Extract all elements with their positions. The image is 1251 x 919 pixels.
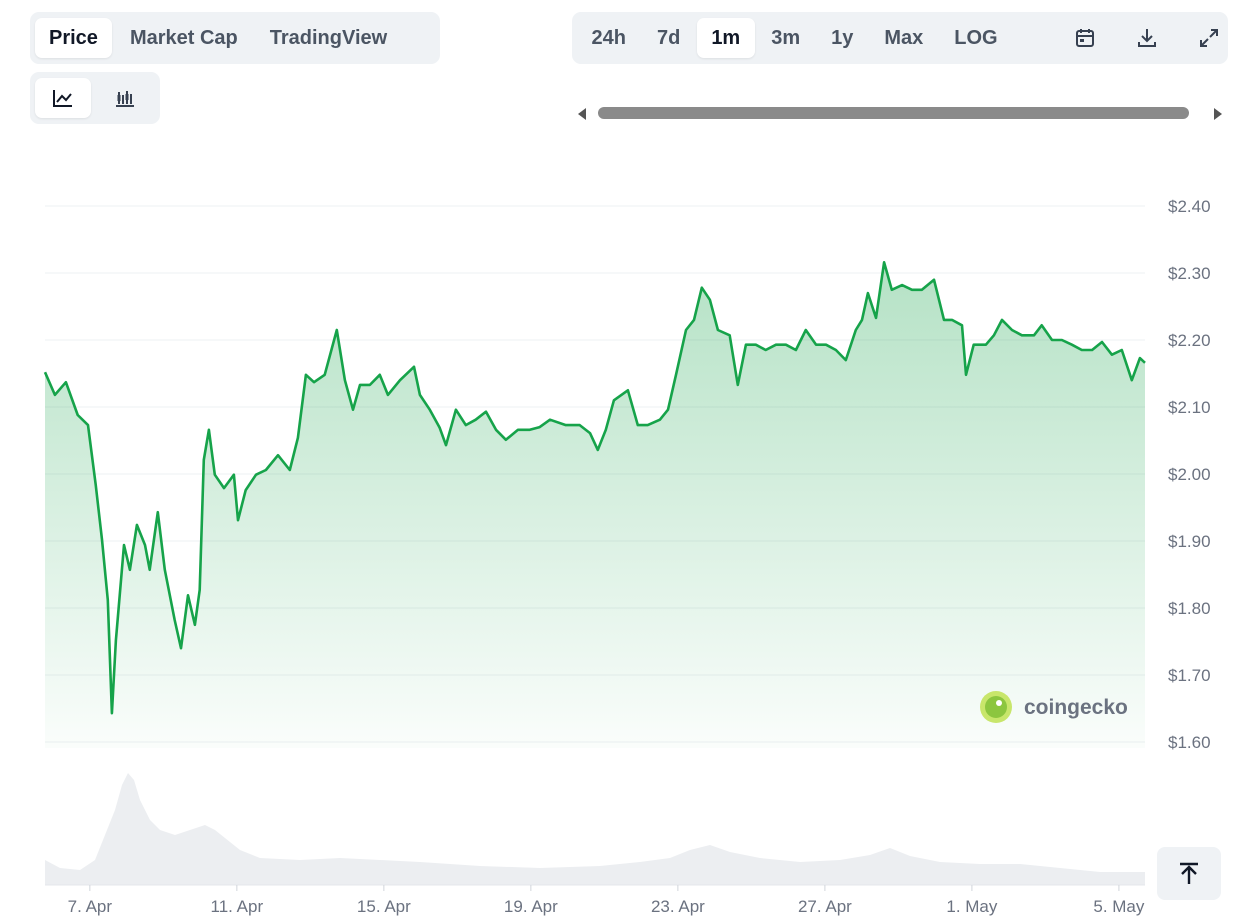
scrollbar[interactable] (578, 107, 1222, 120)
x-tick-label: 23. Apr (651, 897, 705, 916)
line-icon (53, 90, 72, 107)
y-tick-label: $2.30 (1168, 264, 1211, 283)
candle-chart-button[interactable] (97, 78, 153, 118)
toolbar-button[interactable]: Price (35, 18, 112, 58)
download-icon[interactable] (1135, 26, 1159, 50)
expand-icon[interactable] (1197, 26, 1221, 50)
toolbar-button[interactable]: LOG (954, 26, 998, 49)
y-tick-label: $2.40 (1168, 197, 1211, 216)
toolbar-button[interactable]: Max (884, 26, 924, 49)
x-tick-label: 15. Apr (357, 897, 411, 916)
toolbar-button[interactable]: Market Cap (129, 26, 238, 49)
scroll-top-button[interactable] (1157, 847, 1221, 900)
calendar-icon[interactable] (1073, 26, 1097, 50)
x-tick-label: 11. Apr (211, 897, 264, 916)
y-tick-label: $1.70 (1168, 666, 1211, 685)
y-tick-label: $1.90 (1168, 532, 1211, 551)
y-tick-label: $1.60 (1168, 733, 1211, 752)
y-tick-label: $2.10 (1168, 398, 1211, 417)
toolbar-button[interactable]: 1y (831, 26, 854, 49)
x-tick-label: 5. May (1093, 897, 1145, 916)
x-tick-label: 27. Apr (798, 897, 852, 916)
toolbar-button[interactable]: 3m (771, 26, 801, 49)
candle-icon (116, 91, 134, 107)
x-tick-label: 19. Apr (504, 897, 558, 916)
watermark-text: coingecko (1024, 696, 1128, 719)
y-tick-label: $1.80 (1168, 599, 1211, 618)
x-tick-label: 1. May (946, 897, 998, 916)
watermark: coingecko (980, 691, 1128, 723)
y-tick-label: $2.20 (1168, 331, 1211, 350)
chart-kind-group (30, 72, 160, 124)
toolbar-button[interactable]: TradingView (269, 26, 388, 49)
toolbar-button[interactable]: 24h (591, 26, 626, 49)
x-tick-label: 7. Apr (68, 897, 113, 916)
tab-group: Price Market Cap TradingView (30, 12, 440, 64)
volume-area (45, 773, 1145, 885)
line-chart-button[interactable] (35, 78, 91, 118)
price-line (43, 261, 1146, 715)
toolbar-button[interactable]: 7d (656, 26, 681, 49)
y-tick-label: $2.00 (1168, 465, 1211, 484)
price-area (45, 262, 1145, 748)
toolbar-button[interactable]: 1m (696, 18, 755, 58)
range-group: 24h 7d 1m 3m 1y Max LOG (572, 12, 1228, 64)
